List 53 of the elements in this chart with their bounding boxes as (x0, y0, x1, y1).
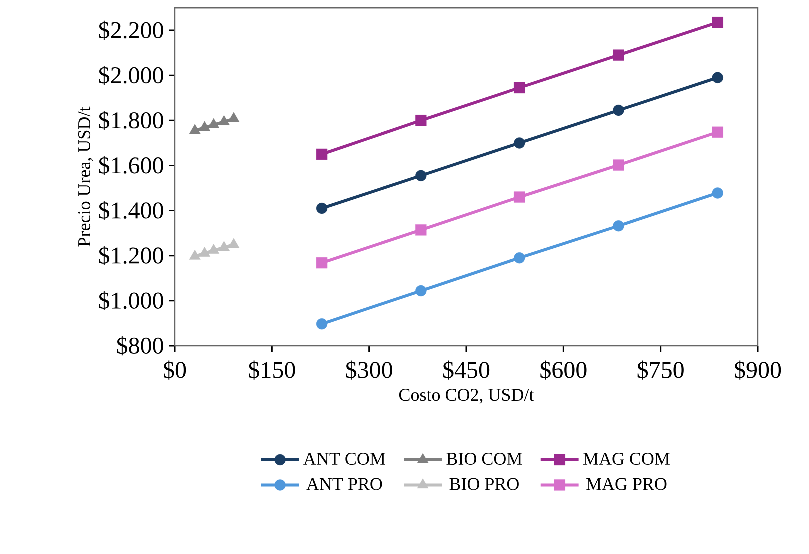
point (613, 160, 624, 171)
x-tick-label: $900 (735, 360, 782, 380)
point (712, 72, 724, 84)
point (613, 104, 624, 116)
point (199, 121, 211, 132)
point (416, 224, 427, 236)
point (189, 250, 201, 260)
y-axis-title: Precio Urea, USD/t (78, 106, 94, 247)
y-tick-label: $2.000 (99, 66, 164, 86)
legend-label: BIO COM (446, 453, 522, 466)
x-tick-label: $600 (540, 360, 587, 380)
point (514, 252, 526, 264)
point (199, 247, 211, 257)
point (416, 285, 427, 297)
point (228, 238, 240, 248)
point (218, 115, 230, 126)
x-tick-label: $0 (164, 360, 186, 380)
x-tick-label: $300 (346, 360, 392, 380)
point (416, 170, 427, 182)
point (189, 124, 201, 134)
point (316, 202, 328, 214)
x-tick-label: $150 (249, 360, 296, 380)
point (316, 148, 328, 160)
point (514, 192, 526, 203)
legend-label: MAG PRO (586, 478, 667, 490)
point (613, 50, 624, 61)
y-tick-label: $800 (117, 336, 164, 356)
legend-label: BIO PRO (450, 478, 519, 490)
point (712, 126, 724, 138)
point (712, 188, 724, 199)
point (514, 138, 526, 149)
legend-label: ANT PRO (306, 478, 382, 490)
point (416, 115, 427, 126)
point (514, 82, 526, 94)
legend-label: MAG COM (584, 453, 670, 466)
y-tick-label: $1.800 (99, 111, 164, 130)
point (316, 318, 328, 330)
point (228, 112, 240, 122)
point (218, 241, 230, 252)
y-tick-label: $1.000 (99, 291, 164, 311)
point (316, 258, 328, 269)
y-tick-label: $1.600 (99, 156, 164, 176)
y-tick-label: $2.200 (99, 20, 164, 40)
x-axis-title: Costo CO2, USD/t (399, 389, 534, 404)
y-tick-label: $1.400 (99, 201, 164, 220)
legend-label: ANT COM (304, 453, 386, 466)
point (208, 118, 220, 128)
x-tick-label: $750 (638, 360, 684, 380)
point (613, 220, 624, 232)
x-tick-label: $450 (444, 360, 490, 380)
y-tick-label: $1.200 (99, 246, 164, 266)
point (712, 17, 724, 28)
point (208, 244, 220, 254)
